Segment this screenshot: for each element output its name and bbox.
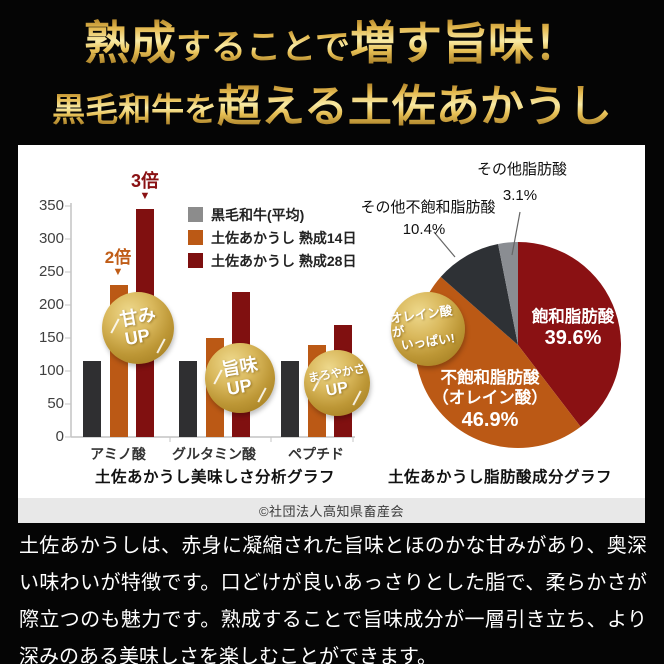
pie-label-unsaturated: 不飽和脂肪酸 <box>440 369 540 387</box>
pie-pct-unsaturated: 46.9% <box>461 409 519 431</box>
legend-label: 土佐あかうし 熟成28日 <box>211 252 357 269</box>
pie-label-saturated: 飽和脂肪酸 <box>531 308 615 326</box>
slash-decoration <box>257 387 267 403</box>
pie-slice-飽和脂肪酸 <box>518 242 622 427</box>
pie-label-other-unsat: その他不飽和脂肪酸 <box>360 199 496 216</box>
slash-decoration <box>213 369 223 385</box>
pie-chart-caption: 土佐あかうし脂肪酸成分グラフ <box>387 469 612 486</box>
badge-text: UP <box>324 378 350 400</box>
pie-label-unsaturated-2: （オレイン酸） <box>432 389 548 407</box>
pie-pct-other-fat: 3.1% <box>502 187 538 204</box>
header-segment: 増す旨味！ <box>349 16 580 70</box>
chart-panel: 0 50 100 150 200 250 300 350 アミノ酸 グルタミン酸… <box>18 145 645 498</box>
legend-swatch <box>188 253 203 268</box>
legend-swatch <box>188 207 203 222</box>
header-segment: 黒毛和牛を <box>52 90 218 129</box>
pie-slice-その他脂肪酸 <box>498 242 518 345</box>
y-tick-label: 250 <box>38 263 64 280</box>
y-tick-label: 350 <box>38 197 64 214</box>
badge-text: UP <box>123 324 152 350</box>
annotation-text: 2倍 <box>104 248 132 267</box>
x-category-label: アミノ酸 <box>90 446 146 462</box>
header-line-1: 熟成することで増す旨味！ <box>0 14 664 83</box>
header-segment: 熟成 <box>84 16 177 70</box>
pie-pct-saturated: 39.6% <box>544 327 602 349</box>
pie-slice-その他不飽和脂肪酸 <box>440 243 518 345</box>
oleic-acid-badge: オレイン酸が いっぱい! <box>389 292 465 366</box>
annotation-2x: 2倍 ▼ <box>88 249 148 278</box>
x-category-label: ペプチド <box>288 446 344 462</box>
legend-swatch <box>188 230 203 245</box>
bar-グルタミン酸-黒毛和牛(平均) <box>179 361 197 437</box>
pie-label-other-fat: その他脂肪酸 <box>476 161 567 178</box>
bar-axes <box>70 203 355 438</box>
legend-label: 黒毛和牛(平均) <box>211 206 305 223</box>
pie-leader-lines <box>433 211 521 258</box>
down-arrow-icon: ▼ <box>112 266 124 278</box>
bar-chart-caption: 土佐あかうし美味しさ分析グラフ <box>94 469 335 486</box>
legend-item: 土佐あかうし 熟成14日 <box>188 230 356 245</box>
x-category-label: グルタミン酸 <box>172 446 256 462</box>
legend-label: 土佐あかうし 熟成14日 <box>211 229 357 246</box>
y-tick-label: 100 <box>38 362 64 379</box>
bar-アミノ酸-黒毛和牛(平均) <box>83 361 101 437</box>
legend-item: 黒毛和牛(平均) <box>188 207 356 222</box>
axis-ticks <box>65 205 354 442</box>
y-tick-label: 200 <box>38 296 64 313</box>
slash-decoration <box>156 338 166 354</box>
credit-strip: ©社団法人高知県畜産会 <box>18 498 645 523</box>
bar-legend: 黒毛和牛(平均) 土佐あかうし 熟成14日 土佐あかうし 熟成28日 <box>188 207 356 276</box>
header: 熟成することで増す旨味！ 黒毛和牛を超える土佐あかうし <box>0 0 664 145</box>
header-line-2: 黒毛和牛を超える土佐あかうし <box>0 79 664 144</box>
mellowness-up-badge: まろやかさ UP <box>304 350 370 416</box>
annotation-text: 3倍 <box>130 171 159 191</box>
slash-decoration <box>110 318 120 334</box>
badge-text: UP <box>225 374 254 400</box>
slash-decoration <box>352 390 362 406</box>
annotation-3x: 3倍 ▼ <box>115 172 175 202</box>
umami-up-badge: 旨味 UP <box>205 343 275 413</box>
header-segment: 超える土佐あかうし <box>217 81 612 132</box>
pie-pct-other-unsat: 10.4% <box>402 221 446 238</box>
y-tick-label: 50 <box>47 395 64 412</box>
header-segment: することで <box>176 27 350 68</box>
description-paragraph: 土佐あかうしは、赤身に凝縮された旨味とほのかな甘みがあり、奥深い味わいが特徴です… <box>19 535 647 664</box>
bar-ペプチド-黒毛和牛(平均) <box>281 361 299 437</box>
sweetness-up-badge: 甘み UP <box>102 292 174 364</box>
y-tick-label: 150 <box>38 329 64 346</box>
down-arrow-icon: ▼ <box>139 190 151 202</box>
y-tick-label: 300 <box>38 230 64 247</box>
credit-text: ©社団法人高知県畜産会 <box>258 504 405 519</box>
legend-item: 土佐あかうし 熟成28日 <box>188 253 356 268</box>
y-tick-label: 0 <box>55 428 64 445</box>
